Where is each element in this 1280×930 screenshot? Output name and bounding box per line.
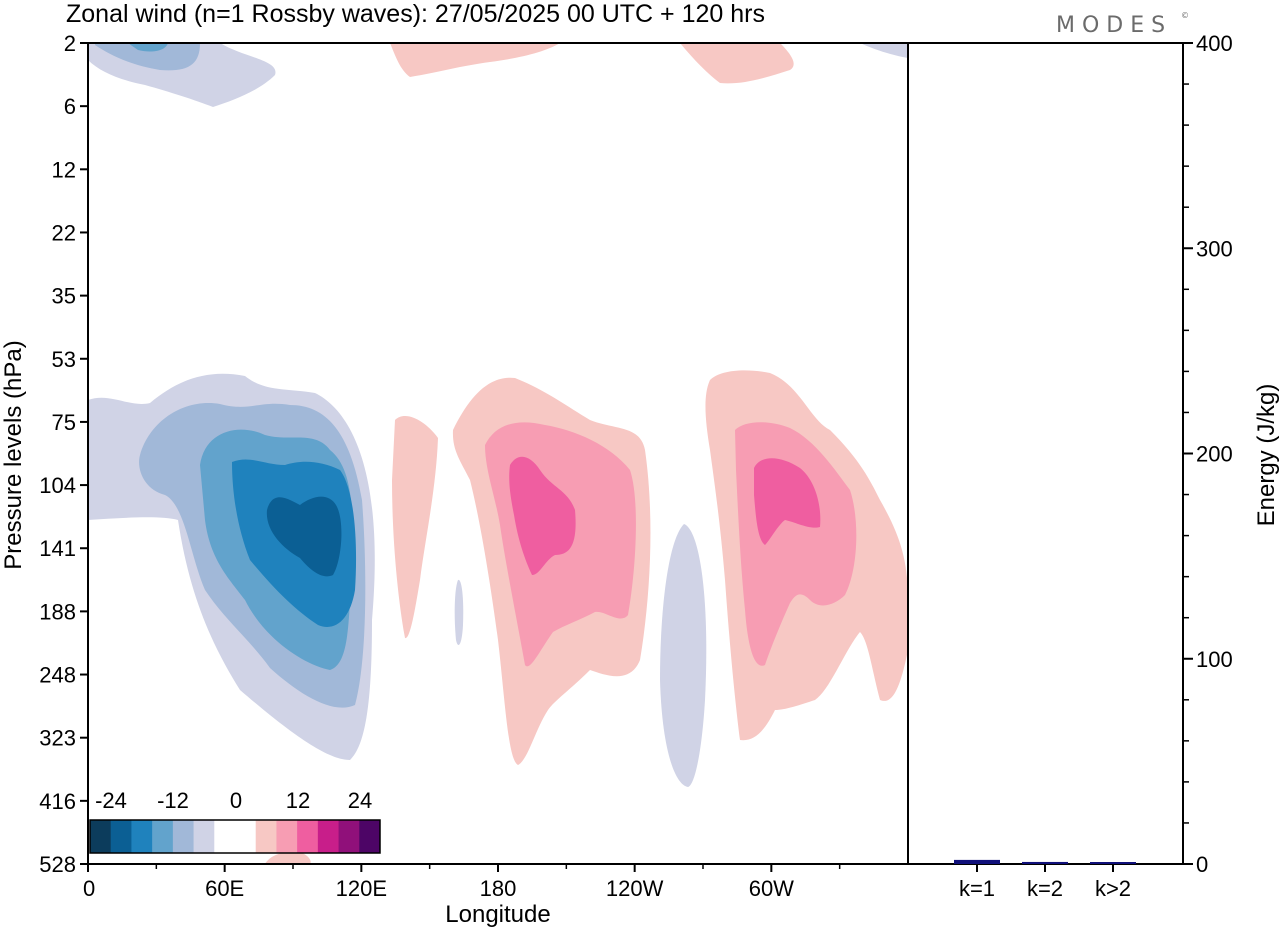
energy-tick-label: 200 — [1196, 442, 1233, 467]
pressure-axis-label: Pressure levels (hPa) — [0, 340, 27, 569]
pressure-tick-label: 104 — [39, 473, 76, 498]
energy-tick-label: 100 — [1196, 647, 1233, 672]
colorbar-tick-label: -12 — [157, 788, 189, 813]
colorbar-frame — [89, 819, 381, 854]
pressure-axis: 2 6 12 22 35 53 75 104 141 188 248 323 416 528 — [39, 31, 88, 877]
energy-bar — [1022, 861, 1068, 864]
energy-bar — [1090, 862, 1136, 864]
colorbar-swatch — [276, 820, 298, 853]
pressure-tick-label: 6 — [64, 94, 76, 119]
energy-axis-label: Energy (J/kg) — [1253, 384, 1280, 527]
pressure-tick-label: 12 — [52, 157, 76, 182]
pressure-tick-label: 248 — [39, 663, 76, 688]
pressure-tick-label: 22 — [52, 220, 76, 245]
colorbar-swatch — [110, 820, 132, 853]
colorbar-swatch — [214, 820, 236, 853]
chart-title: Zonal wind (n=1 Rossby waves): 27/05/202… — [66, 0, 765, 28]
pressure-tick-label: 75 — [52, 410, 76, 435]
colorbar-tick-label: 12 — [286, 788, 310, 813]
colorbar-swatch — [317, 820, 340, 853]
pos-contour-top-a — [390, 43, 560, 77]
pos-contour-top-b — [680, 43, 794, 84]
colorbar-tick-label: -24 — [95, 788, 127, 813]
colorbar-swatch — [359, 820, 381, 853]
neg-contour-oval — [660, 524, 707, 787]
longitude-tick-label: 60W — [749, 876, 794, 901]
energy-category-label: k>2 — [1095, 876, 1131, 901]
pressure-tick-label: 323 — [39, 726, 76, 751]
colorbar-swatch — [235, 820, 257, 853]
energy-category-label: k=2 — [1027, 876, 1063, 901]
neg-contour-top-2 — [95, 43, 200, 71]
neg-contour-top-right — [860, 43, 908, 58]
longitude-tick-label: 60E — [205, 876, 244, 901]
energy-panel: 0 100 200 300 400 k=1 k=2 k>2 — [908, 31, 1233, 901]
pos-contour-b-3 — [754, 458, 821, 545]
logo-copyright-mark: © — [1181, 11, 1189, 20]
longitude-tick-label: 180 — [480, 876, 517, 901]
neg-contour-level-5 — [266, 496, 342, 577]
neg-contour-top-3 — [128, 43, 168, 52]
colorbar: -24 -12 0 12 24 — [89, 788, 381, 854]
colorbar-tick-label: 0 — [230, 788, 242, 813]
colorbar-swatch — [172, 820, 195, 853]
longitude-tick-label: 120E — [336, 876, 387, 901]
longitude-tick-label: 0 — [83, 876, 95, 901]
colorbar-swatch — [152, 820, 174, 853]
colorbar-swatch — [338, 820, 360, 853]
colorbar-swatch — [297, 820, 319, 853]
modes-logo: MODES — [1056, 13, 1172, 38]
pressure-tick-label: 2 — [64, 31, 76, 56]
colorbar-swatch — [193, 820, 215, 853]
longitude-axis-label: Longitude — [445, 901, 550, 928]
energy-tick-label: 0 — [1196, 852, 1208, 877]
pressure-tick-label: 528 — [39, 852, 76, 877]
pos-contour-a-3 — [509, 456, 576, 575]
energy-category-label: k=1 — [959, 876, 995, 901]
contour-field — [87, 42, 909, 865]
neg-contour-sliver — [454, 579, 464, 645]
energy-tick-label: 400 — [1196, 31, 1233, 56]
longitude-tick-label: 120W — [606, 876, 664, 901]
pressure-tick-label: 416 — [39, 789, 76, 814]
pressure-tick-label: 35 — [52, 284, 76, 309]
colorbar-swatch — [90, 820, 112, 853]
colorbar-swatch — [131, 820, 153, 853]
pos-contour-small — [392, 416, 438, 639]
pressure-tick-label: 53 — [52, 347, 76, 372]
energy-bar — [954, 859, 1000, 864]
pressure-tick-label: 141 — [39, 536, 76, 561]
pressure-tick-label: 188 — [39, 599, 76, 624]
energy-tick-label: 300 — [1196, 236, 1233, 261]
pos-contour-bottom — [265, 851, 311, 864]
longitude-axis: 0 60E 120E 180 120W 60W — [83, 864, 841, 901]
colorbar-tick-label: 24 — [348, 788, 372, 813]
colorbar-swatch — [255, 820, 277, 853]
